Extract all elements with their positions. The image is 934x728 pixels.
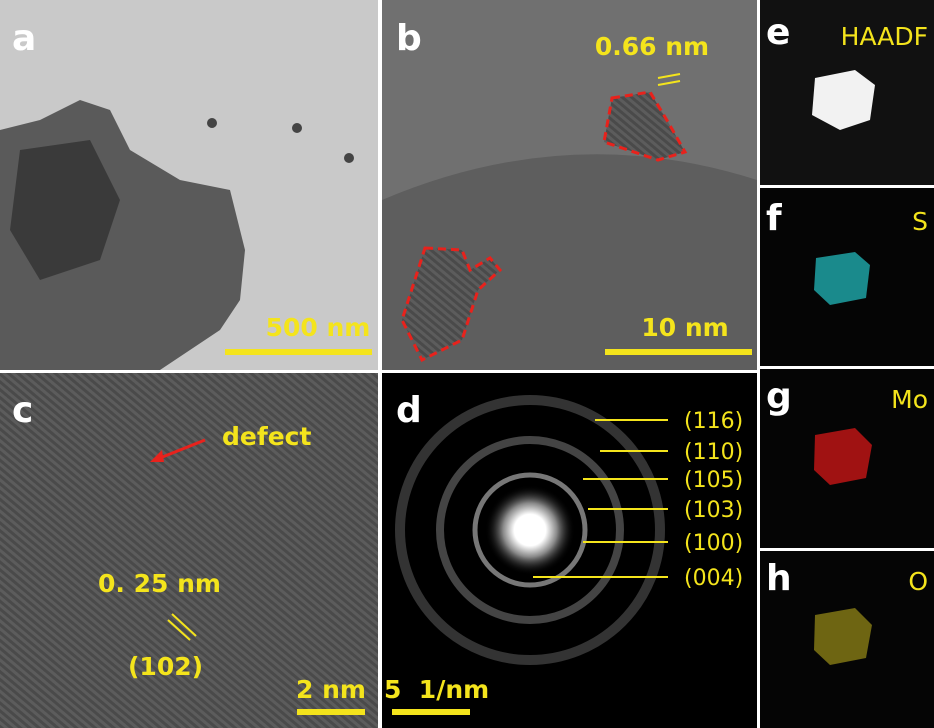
annotation: 0. 25 nm xyxy=(98,569,221,598)
panel-label: d xyxy=(396,390,422,431)
scale-bar-label: 10 nm xyxy=(641,313,728,342)
scale-bar xyxy=(605,349,752,355)
annotation: defect xyxy=(222,422,312,451)
channel-label: O xyxy=(908,567,928,596)
ring-index: (103) xyxy=(684,498,743,523)
ring-index: (105) xyxy=(684,468,743,493)
panel-label: e xyxy=(766,12,790,53)
scale-bar-label: 5 1/nm xyxy=(384,675,489,704)
central-spot xyxy=(485,485,575,575)
panel-label: b xyxy=(396,18,422,59)
annotation: (102) xyxy=(128,652,203,681)
scale-bar xyxy=(297,709,365,715)
mo-map xyxy=(814,428,872,485)
ring-index: (004) xyxy=(684,566,743,591)
panel-label: f xyxy=(766,198,782,239)
o-map xyxy=(814,608,872,665)
particle xyxy=(207,118,217,128)
particle xyxy=(344,153,354,163)
ring-index: (110) xyxy=(684,440,743,465)
particle xyxy=(292,123,302,133)
panel-label: c xyxy=(12,390,33,431)
scale-bar xyxy=(225,349,372,355)
channel-label: HAADF xyxy=(841,22,928,51)
channel-label: S xyxy=(912,207,928,236)
panel-label: h xyxy=(766,558,792,599)
scale-bar-label: 500 nm xyxy=(266,313,371,342)
panel-label: g xyxy=(766,376,792,417)
channel-label: Mo xyxy=(891,385,928,414)
annotation: 0.66 nm xyxy=(595,32,709,61)
s-map xyxy=(814,252,870,305)
ring-index: (116) xyxy=(684,409,743,434)
ring-index: (100) xyxy=(684,531,743,556)
figure: a 500 nm b 0.66 nm 10 nm c defect 0. 25 … xyxy=(0,0,934,728)
panel-label: a xyxy=(12,18,36,59)
scale-bar xyxy=(392,709,470,715)
scale-bar-label: 2 nm xyxy=(296,675,366,704)
